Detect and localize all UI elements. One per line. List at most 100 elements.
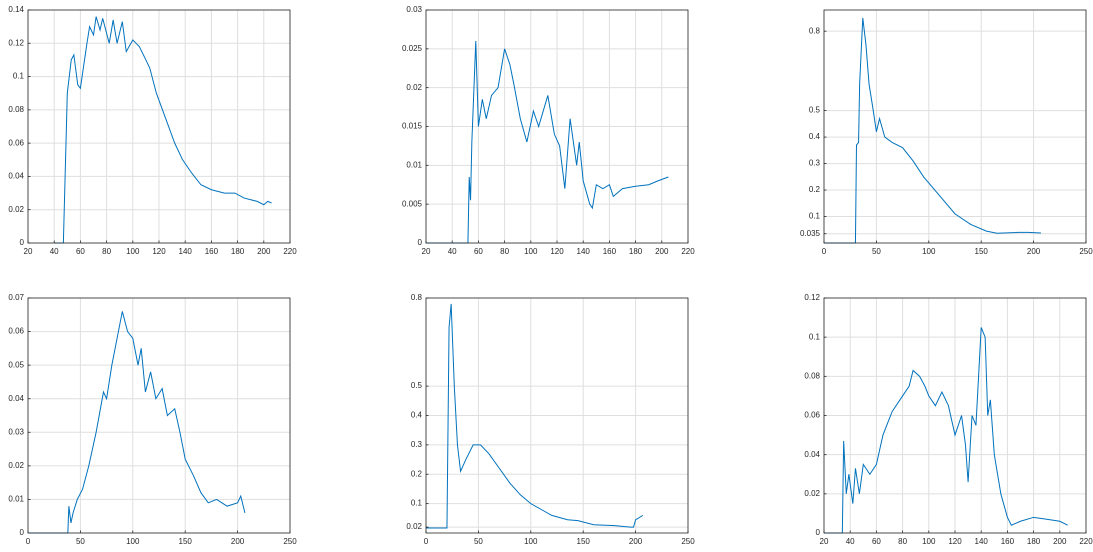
y-tick-label: 0.06 xyxy=(804,411,820,420)
x-tick-label: 250 xyxy=(681,537,695,546)
x-tick-label: 200 xyxy=(231,537,245,546)
y-tick-label: 0.02 xyxy=(406,83,422,92)
x-tick-label: 0 xyxy=(26,537,31,546)
y-tick-label: 0.035 xyxy=(800,229,821,238)
y-tick-label: 0.03 xyxy=(406,5,422,14)
y-tick-label: 0.005 xyxy=(402,199,423,208)
x-tick-label: 140 xyxy=(179,247,193,256)
data-line xyxy=(28,311,246,534)
y-tick-label: 0.03 xyxy=(8,427,24,436)
y-tick-label: 0.02 xyxy=(406,522,422,531)
y-tick-label: 0.3 xyxy=(411,440,423,449)
x-tick-label: 150 xyxy=(975,247,989,256)
y-tick-label: 0.14 xyxy=(8,5,24,14)
x-tick-label: 80 xyxy=(102,247,111,256)
x-tick-label: 100 xyxy=(126,247,140,256)
y-tick-label: 0.4 xyxy=(809,132,821,141)
x-tick-label: 220 xyxy=(681,247,695,256)
x-tick-label: 180 xyxy=(231,247,245,256)
x-tick-label: 220 xyxy=(1079,537,1093,546)
x-tick-label: 180 xyxy=(629,247,643,256)
y-tick-label: 0.12 xyxy=(804,293,820,302)
y-tick-label: 0.02 xyxy=(804,489,820,498)
y-tick-label: 0.01 xyxy=(406,160,422,169)
y-tick-label: 0 xyxy=(816,528,821,537)
y-tick-label: 0.08 xyxy=(8,105,24,114)
x-tick-label: 20 xyxy=(422,247,431,256)
x-tick-label: 20 xyxy=(24,247,33,256)
x-tick-label: 120 xyxy=(152,247,166,256)
x-tick-label: 150 xyxy=(577,537,591,546)
x-tick-label: 200 xyxy=(1027,247,1041,256)
x-tick-label: 0 xyxy=(822,247,827,256)
data-line xyxy=(426,303,644,529)
y-tick-label: 0.04 xyxy=(804,450,820,459)
y-tick-label: 0 xyxy=(20,238,25,247)
data-line xyxy=(426,41,669,244)
y-tick-label: 0.8 xyxy=(411,293,423,302)
x-tick-label: 120 xyxy=(948,537,962,546)
axes-box xyxy=(425,297,689,534)
data-line xyxy=(824,327,1068,534)
x-tick-label: 250 xyxy=(1079,247,1093,256)
axes-box xyxy=(823,9,1087,244)
y-tick-label: 0.1 xyxy=(809,332,821,341)
x-tick-label: 100 xyxy=(524,537,538,546)
y-tick-label: 0.06 xyxy=(8,138,24,147)
x-tick-label: 160 xyxy=(603,247,617,256)
y-tick-label: 0.07 xyxy=(8,293,24,302)
y-tick-label: 0.1 xyxy=(809,212,821,221)
x-tick-label: 60 xyxy=(474,247,483,256)
x-tick-label: 50 xyxy=(474,537,483,546)
x-tick-label: 140 xyxy=(975,537,989,546)
y-tick-label: 0.5 xyxy=(809,106,821,115)
x-tick-label: 200 xyxy=(1053,537,1067,546)
x-tick-label: 60 xyxy=(872,537,881,546)
axes-box xyxy=(27,9,291,244)
data-line xyxy=(54,16,272,244)
y-tick-label: 0.08 xyxy=(804,371,820,380)
x-tick-label: 40 xyxy=(50,247,59,256)
x-tick-label: 200 xyxy=(655,247,669,256)
y-tick-label: 0.01 xyxy=(8,495,24,504)
y-tick-label: 0.5 xyxy=(411,381,423,390)
x-tick-label: 40 xyxy=(448,247,457,256)
y-tick-label: 0.1 xyxy=(411,499,423,508)
x-tick-label: 160 xyxy=(205,247,219,256)
x-tick-label: 0 xyxy=(424,537,429,546)
x-tick-label: 220 xyxy=(283,247,297,256)
y-tick-label: 0.2 xyxy=(809,185,821,194)
y-tick-label: 0.8 xyxy=(809,26,821,35)
y-tick-label: 0.015 xyxy=(402,122,423,131)
axes-box xyxy=(27,297,291,534)
plot-background xyxy=(28,298,290,533)
y-tick-label: 0.02 xyxy=(8,205,24,214)
x-tick-label: 50 xyxy=(76,537,85,546)
axes-box xyxy=(425,9,689,244)
y-tick-label: 0 xyxy=(20,528,25,537)
x-tick-label: 160 xyxy=(1001,537,1015,546)
y-tick-label: 0 xyxy=(418,238,423,247)
y-tick-label: 0.025 xyxy=(402,44,423,53)
x-tick-label: 140 xyxy=(577,247,591,256)
x-tick-label: 180 xyxy=(1027,537,1041,546)
x-tick-label: 100 xyxy=(524,247,538,256)
plot-background xyxy=(824,10,1086,243)
y-tick-label: 0.1 xyxy=(13,72,25,81)
x-tick-label: 100 xyxy=(922,537,936,546)
y-tick-label: 0.06 xyxy=(8,327,24,336)
x-tick-label: 50 xyxy=(872,247,881,256)
y-tick-label: 0.02 xyxy=(8,461,24,470)
x-tick-label: 100 xyxy=(922,247,936,256)
x-tick-label: 60 xyxy=(76,247,85,256)
x-tick-label: 100 xyxy=(126,537,140,546)
x-tick-label: 150 xyxy=(179,537,193,546)
y-tick-label: 0.05 xyxy=(8,360,24,369)
data-line xyxy=(824,17,1041,244)
x-tick-label: 40 xyxy=(846,537,855,546)
x-tick-label: 200 xyxy=(257,247,271,256)
y-tick-label: 0.4 xyxy=(411,411,423,420)
y-tick-label: 0.04 xyxy=(8,172,24,181)
